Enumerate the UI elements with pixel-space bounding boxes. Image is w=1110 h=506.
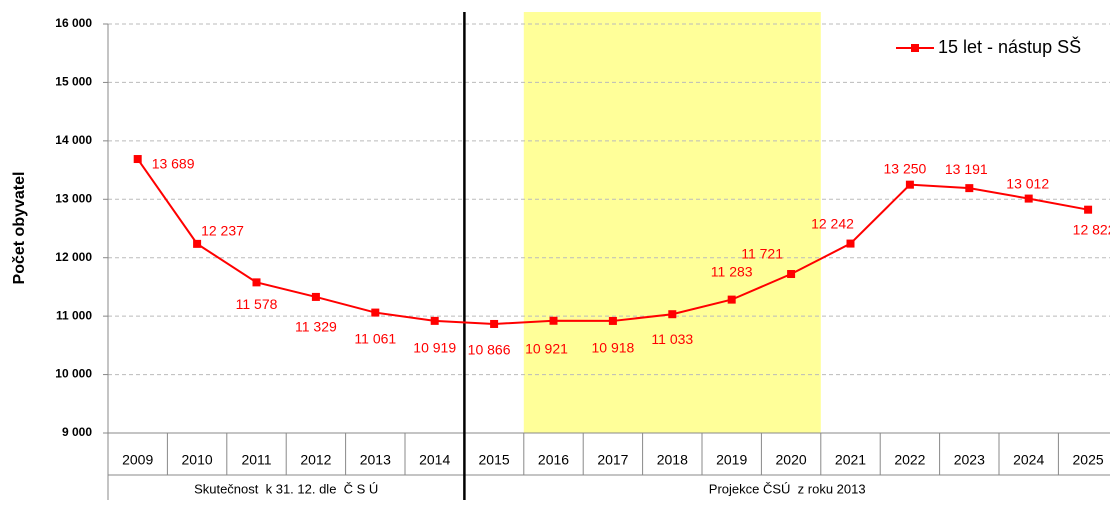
point <box>252 278 261 287</box>
point <box>311 292 320 301</box>
x-tick-label: 2012 <box>300 452 331 468</box>
x-tick-label: 2011 <box>241 452 271 468</box>
x-tick-label: 2021 <box>835 452 866 468</box>
point <box>1084 205 1093 214</box>
data-label: 11 329 <box>295 319 337 335</box>
y-tick-label: 13 000 <box>55 191 92 205</box>
data-label: 12 242 <box>811 215 854 231</box>
point <box>490 319 499 328</box>
data-label: 11 283 <box>711 263 753 279</box>
data-label: 12 822 <box>1073 221 1110 237</box>
point <box>727 295 736 304</box>
x-tick-label: 2019 <box>716 452 747 468</box>
y-tick-label: 12 000 <box>55 250 92 264</box>
x-tick-label: 2024 <box>1013 452 1044 468</box>
x-tick-label: 2025 <box>1073 452 1104 468</box>
x-tick-label: 2014 <box>419 452 450 468</box>
point <box>133 155 142 164</box>
point <box>787 270 796 279</box>
point <box>371 308 380 317</box>
data-label: 10 919 <box>413 340 456 356</box>
highlight-band <box>523 12 821 433</box>
legend-marker <box>911 44 919 52</box>
data-label: 13 012 <box>1006 175 1049 191</box>
data-label: 10 918 <box>591 340 634 356</box>
y-tick-label: 14 000 <box>55 133 92 147</box>
y-tick-label: 16 000 <box>55 16 92 30</box>
y-tick-label: 15 000 <box>55 75 92 89</box>
point <box>549 316 558 325</box>
x-tick-label: 2010 <box>182 452 213 468</box>
x-tick-label: 2022 <box>894 452 925 468</box>
data-label: 13 250 <box>883 160 926 176</box>
data-label: 11 033 <box>651 331 693 347</box>
group-label: Skutečnost k 31. 12. dle Č S Ú <box>194 481 378 496</box>
point <box>668 310 677 319</box>
data-label: 13 191 <box>945 161 988 177</box>
point <box>905 180 914 189</box>
x-tick-label: 2023 <box>954 452 985 468</box>
y-tick-label: 9 000 <box>62 425 92 439</box>
x-tick-label: 2018 <box>657 452 688 468</box>
data-label: 10 866 <box>468 342 511 358</box>
x-tick-label: 2016 <box>538 452 569 468</box>
point <box>608 316 617 325</box>
data-label: 13 689 <box>152 156 195 172</box>
point <box>193 239 202 248</box>
x-tick-label: 2013 <box>360 452 391 468</box>
x-tick-label: 2020 <box>776 452 807 468</box>
y-tick-label: 10 000 <box>55 367 92 381</box>
data-label: 11 578 <box>236 296 278 312</box>
data-label: 12 237 <box>201 223 244 239</box>
data-label: 11 721 <box>741 246 783 262</box>
group-label: Projekce ČSÚ z roku 2013 <box>709 481 866 496</box>
data-label: 10 921 <box>525 340 568 356</box>
point <box>846 239 855 248</box>
y-axis-title: Počet obyvatel <box>11 172 28 285</box>
legend-label: 15 let - nástup SŠ <box>938 36 1081 57</box>
point <box>1024 194 1033 203</box>
point <box>965 184 974 193</box>
x-tick-label: 2009 <box>122 452 153 468</box>
y-tick-label: 11 000 <box>56 308 92 322</box>
x-tick-label: 2017 <box>597 452 628 468</box>
x-tick-label: 2015 <box>479 452 510 468</box>
data-label: 11 061 <box>354 330 396 346</box>
point <box>430 316 439 325</box>
